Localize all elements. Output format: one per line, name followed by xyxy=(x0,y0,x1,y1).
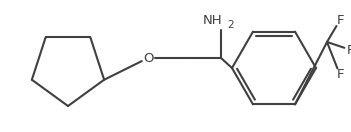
Text: 2: 2 xyxy=(227,20,234,30)
Text: F: F xyxy=(336,69,344,81)
Text: O: O xyxy=(143,51,153,65)
Text: F: F xyxy=(336,13,344,27)
Text: F: F xyxy=(347,44,351,56)
Text: NH: NH xyxy=(203,15,222,27)
